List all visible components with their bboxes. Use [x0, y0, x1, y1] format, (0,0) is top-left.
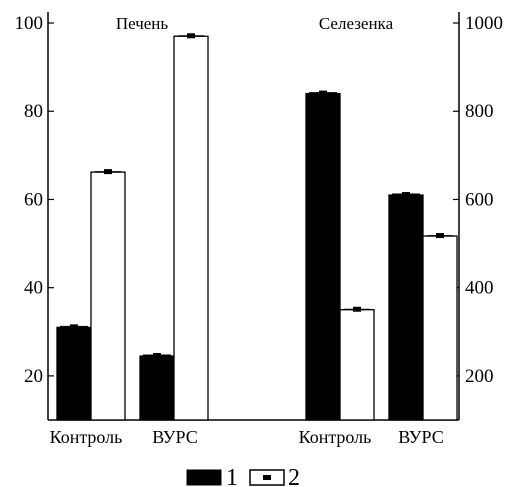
legend-label-2: 2 — [288, 465, 300, 487]
left-tick-label: 60 — [24, 189, 43, 210]
left-tick-label: 100 — [15, 13, 44, 34]
bar — [305, 92, 341, 421]
left-tick-label: 40 — [24, 278, 43, 299]
bar — [90, 171, 126, 421]
legend-label-1: 1 — [226, 465, 238, 487]
left-tick-label: 20 — [24, 366, 43, 387]
category-label: ВУРС — [152, 427, 198, 447]
right-tick-label: 400 — [465, 278, 494, 299]
legend-swatch-1 — [186, 469, 222, 486]
category-label: ВУРС — [398, 427, 444, 447]
bar — [422, 235, 458, 421]
right-tick-label: 800 — [465, 101, 494, 122]
category-label: Контроль — [299, 427, 372, 447]
left-tick-label: 80 — [24, 101, 43, 122]
right-tick-label: 600 — [465, 189, 494, 210]
bar — [56, 326, 92, 421]
panel-title: Печень — [116, 14, 169, 33]
legend-swatch-2-dot — [263, 475, 271, 480]
right-tick-label: 1000 — [465, 13, 503, 34]
bar — [139, 355, 175, 421]
right-tick-label: 200 — [465, 366, 494, 387]
panel-title: Селезенка — [319, 14, 394, 33]
bar — [339, 309, 375, 421]
category-label: Контроль — [50, 427, 123, 447]
bar — [173, 35, 209, 421]
bar — [388, 194, 424, 421]
